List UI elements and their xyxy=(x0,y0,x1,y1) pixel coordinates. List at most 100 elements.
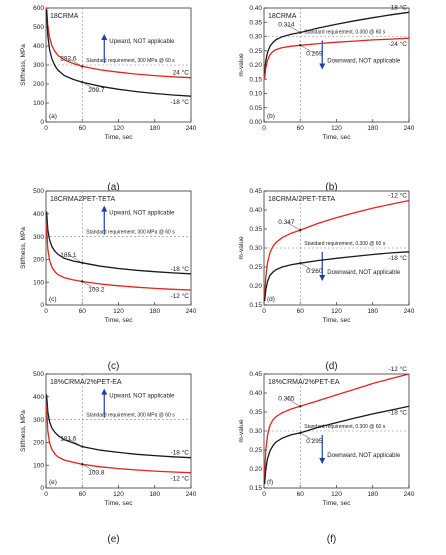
series-line-1 xyxy=(45,9,192,97)
y-tick-label: 200 xyxy=(33,257,44,264)
direction-label: Downward, NOT applicable xyxy=(327,59,401,65)
chart-title: 18CRMA xyxy=(50,13,79,20)
y-tick-label: 400 xyxy=(33,211,44,218)
y-tick-label: 0.45 xyxy=(249,188,262,195)
y-axis-label: Stiffness, MPa xyxy=(20,44,27,86)
requirement-label: Standard requirement, 0.300 @ 60 s xyxy=(304,30,385,36)
direction-arrow-head xyxy=(101,388,108,395)
requirement-label: Standard requirement, 300 MPa @ 60 s xyxy=(86,230,175,236)
direction-label: Downward, NOT applicable xyxy=(327,270,401,276)
x-tick-label: 120 xyxy=(331,125,342,132)
chart-title: 18%CRMA/2%PET-EA xyxy=(268,379,340,386)
y-tick-label: 400 xyxy=(33,43,44,50)
series-line-1 xyxy=(45,225,192,291)
series-line-0 xyxy=(263,373,410,477)
y-tick-label: 0.15 xyxy=(249,485,262,492)
annotation-label: 0.269 xyxy=(306,50,323,57)
series-line-1 xyxy=(45,405,192,474)
annotation-leader xyxy=(82,464,97,473)
y-tick-label: 0.20 xyxy=(249,62,262,69)
series-line-0 xyxy=(45,394,192,459)
y-tick-label: 0.40 xyxy=(249,390,262,397)
annotation-label: 0.314 xyxy=(278,22,295,29)
direction-label: Upward, NOT applicable xyxy=(109,394,175,400)
panel-caption: (f) xyxy=(327,534,336,545)
y-tick-label: 0.25 xyxy=(249,264,262,271)
x-tick-label: 180 xyxy=(149,125,160,132)
y-tick-label: 300 xyxy=(33,62,44,69)
series-line-0 xyxy=(263,199,410,298)
y-tick-label: 0.40 xyxy=(249,207,262,214)
x-tick-label: 0 xyxy=(262,491,266,498)
y-tick-label: 0 xyxy=(40,302,44,309)
series-label: -24 °C xyxy=(389,40,408,48)
panel-tag: (e) xyxy=(49,479,57,486)
x-axis-label: Time, sec xyxy=(105,500,134,507)
annotation-leader xyxy=(300,262,315,272)
x-tick-label: 240 xyxy=(404,491,415,498)
annotation-leader xyxy=(286,398,301,407)
x-tick-label: 240 xyxy=(404,308,415,315)
x-tick-label: 60 xyxy=(297,491,305,498)
x-tick-label: 240 xyxy=(186,491,197,498)
chart-title: 18CRMA2PET-TETA xyxy=(50,196,116,203)
annotation-point xyxy=(81,65,84,68)
series-label: -18 °C xyxy=(171,98,190,106)
annotation-label: 0.260 xyxy=(306,268,323,275)
panel-tag: (f) xyxy=(267,479,273,486)
annotation-leader xyxy=(82,81,97,91)
annotation-label: 103.2 xyxy=(88,286,105,293)
annotation-leader xyxy=(68,58,83,67)
y-tick-label: 0 xyxy=(40,119,44,126)
x-tick-label: 180 xyxy=(149,308,160,315)
x-axis-label: Time, sec xyxy=(323,134,352,141)
x-tick-label: 120 xyxy=(331,491,342,498)
series-label: -18 °C xyxy=(389,408,408,416)
x-axis-label: Time, sec xyxy=(323,500,352,507)
plot-frame xyxy=(45,190,192,306)
x-tick-label: 60 xyxy=(297,125,305,132)
x-tick-label: 120 xyxy=(331,308,342,315)
y-tick-label: 0.40 xyxy=(249,5,262,12)
panel-caption: (a) xyxy=(107,182,119,193)
requirement-label: Standard requirement, 300 MPa @ 60 s xyxy=(86,58,175,64)
annotation-label: 0.365 xyxy=(278,395,295,402)
annotation-label: 185.1 xyxy=(60,252,77,259)
chart-panel-c: 0 60 120 180 240 0 100 200 300 400 500 Time, sec Sti… xyxy=(20,188,197,324)
chart-panel-d: 0 60 120 180 240 0.15 0.20 0.25 0.30 0.35 0.40 0.45… xyxy=(238,188,415,324)
y-tick-label: 0.35 xyxy=(249,409,262,416)
direction-arrow-head xyxy=(319,458,326,464)
annotation-label: 292.6 xyxy=(60,55,77,62)
x-tick-label: 180 xyxy=(367,308,378,315)
direction-arrow-head xyxy=(101,205,108,212)
panel-caption: (b) xyxy=(325,182,337,193)
requirement-label: Standard requirement, 0.300 @ 60 s xyxy=(304,424,385,430)
x-tick-label: 120 xyxy=(113,125,124,132)
series-label: 24 °C xyxy=(173,69,190,77)
x-tick-label: 120 xyxy=(113,308,124,315)
annotation-leader xyxy=(286,24,301,33)
direction-arrow-head xyxy=(101,34,108,40)
requirement-label: Standard requirement, 300 MPa @ 60 s xyxy=(86,413,175,419)
x-tick-label: 240 xyxy=(186,125,197,132)
chart-title: 18%CRMA/2%PET-EA xyxy=(50,379,122,386)
series-label: -18 °C xyxy=(171,449,190,457)
series-label: -18 °C xyxy=(171,265,190,273)
y-tick-label: 100 xyxy=(33,462,44,469)
y-tick-label: 100 xyxy=(33,279,44,286)
y-axis-label: Stiffness, MPa xyxy=(20,410,27,452)
x-axis-label: Time, sec xyxy=(105,134,134,141)
chart-panel-f: 0 60 120 180 240 0.15 0.20 0.25 0.30 0.35 0.40 0.45… xyxy=(238,365,415,507)
y-tick-label: 0.45 xyxy=(249,371,262,378)
y-tick-label: 600 xyxy=(33,5,44,12)
annotation-leader xyxy=(286,221,301,231)
y-axis-label: m-value xyxy=(238,236,245,260)
plot-frame xyxy=(45,373,192,489)
panel-caption: (c) xyxy=(108,361,120,372)
direction-label: Upward, NOT applicable xyxy=(109,211,175,217)
y-tick-label: 0.35 xyxy=(249,226,262,233)
y-tick-label: 0.25 xyxy=(249,48,262,55)
annotation-label: 0.295 xyxy=(306,438,323,445)
